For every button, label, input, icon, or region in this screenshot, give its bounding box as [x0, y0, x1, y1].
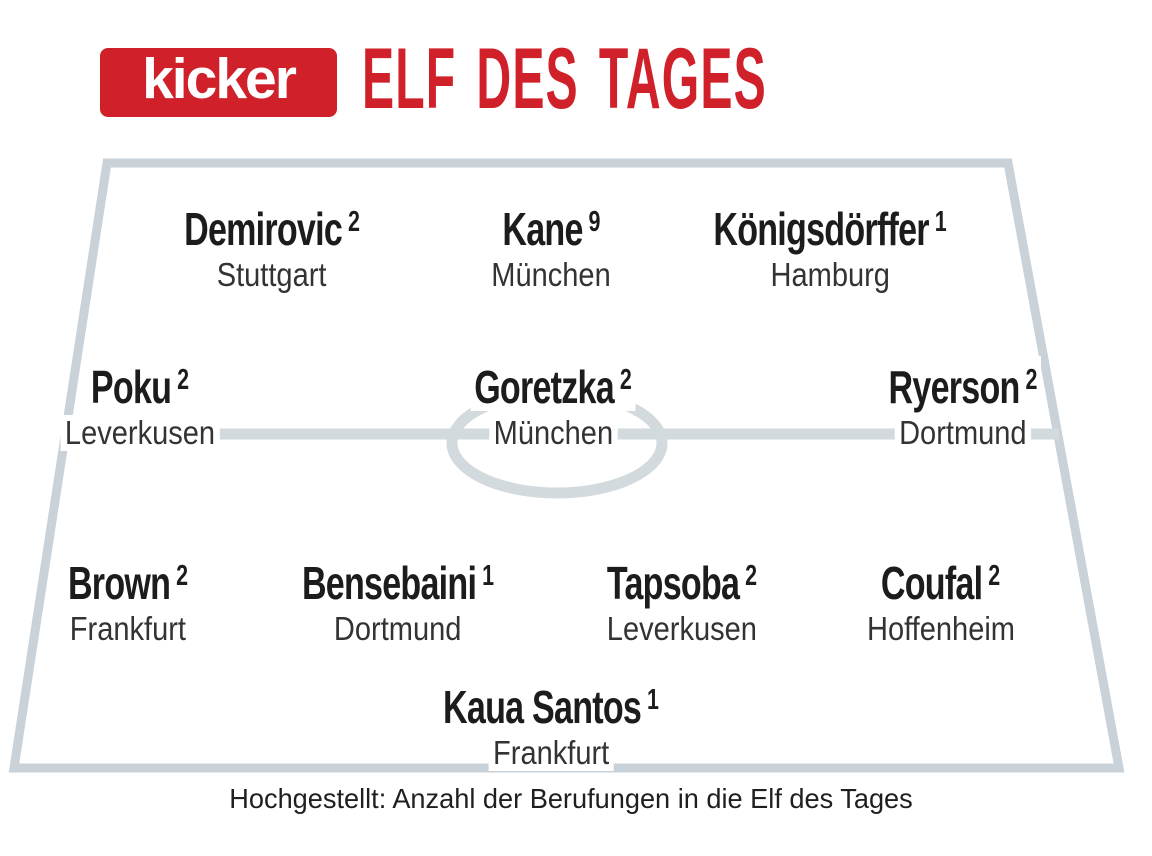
- player-name: Brown 2: [64, 552, 192, 607]
- player-name: Kaua Santos 1: [439, 676, 663, 731]
- player-club: Leverkusen: [60, 415, 220, 451]
- player-name: Bensebaini 1: [298, 552, 498, 607]
- player-club: München: [488, 415, 618, 451]
- player-count-superscript: 1: [482, 560, 495, 592]
- player-defense-center-right: Tapsoba 2 Leverkusen: [576, 552, 789, 647]
- player-count-superscript: 2: [1025, 364, 1038, 396]
- player-name: Kane 9: [498, 198, 604, 253]
- player-count-superscript: 1: [647, 684, 659, 716]
- player-name: Ryerson 2: [884, 356, 1042, 411]
- player-club: Frankfurt: [65, 611, 191, 647]
- kicker-logo: kicker: [100, 48, 337, 117]
- player-midfield-left: Poku 2 Leverkusen: [50, 356, 231, 451]
- player-club: München: [486, 257, 616, 293]
- player-count-superscript: 1: [934, 206, 947, 238]
- player-defense-right: Coufal 2 Hoffenheim: [852, 552, 1030, 647]
- player-name: Königsdörffer 1: [709, 198, 951, 253]
- player-midfield-center: Goretzka 2 München: [442, 356, 665, 451]
- player-midfield-right: Ryerson 2 Dortmund: [857, 356, 1068, 451]
- player-count-superscript: 2: [619, 364, 632, 396]
- player-name: Demirovic 2: [180, 198, 364, 253]
- player-count-superscript: 2: [745, 560, 758, 592]
- footnote: Hochgestellt: Anzahl der Berufungen in d…: [229, 783, 913, 814]
- player-count-superscript: 2: [176, 560, 189, 592]
- player-forward-center: Kane 9 München: [478, 198, 624, 293]
- player-club: Dortmund: [894, 415, 1032, 451]
- player-goalkeeper: Kaua Santos 1 Frankfurt: [400, 676, 702, 771]
- player-name: Tapsoba 2: [603, 552, 761, 607]
- player-club: Hoffenheim: [862, 611, 1020, 647]
- player-defense-center-left: Bensebaini 1 Dortmund: [263, 552, 533, 647]
- kicker-logo-text: kicker: [142, 47, 297, 111]
- player-club: Hamburg: [765, 257, 895, 293]
- player-count-superscript: 2: [988, 560, 1001, 592]
- player-defense-left: Brown 2 Frankfurt: [42, 552, 214, 647]
- player-club: Dortmund: [329, 611, 467, 647]
- pitch-outline: [8, 158, 1125, 773]
- player-name: Coufal 2: [877, 552, 1005, 607]
- player-count-superscript: 9: [588, 206, 601, 238]
- player-name: Poku 2: [87, 356, 193, 411]
- player-count-superscript: 2: [347, 206, 360, 238]
- player-name: Goretzka 2: [470, 356, 636, 411]
- player-count-superscript: 2: [177, 364, 190, 396]
- page-title: ELF DES TAGES: [362, 31, 767, 127]
- player-club: Frankfurt: [488, 735, 614, 771]
- player-forward-right: Königsdörffer 1 Hamburg: [667, 198, 992, 293]
- player-club: Stuttgart: [212, 257, 332, 293]
- player-club: Leverkusen: [602, 611, 762, 647]
- player-forward-left: Demirovic 2 Stuttgart: [148, 198, 396, 293]
